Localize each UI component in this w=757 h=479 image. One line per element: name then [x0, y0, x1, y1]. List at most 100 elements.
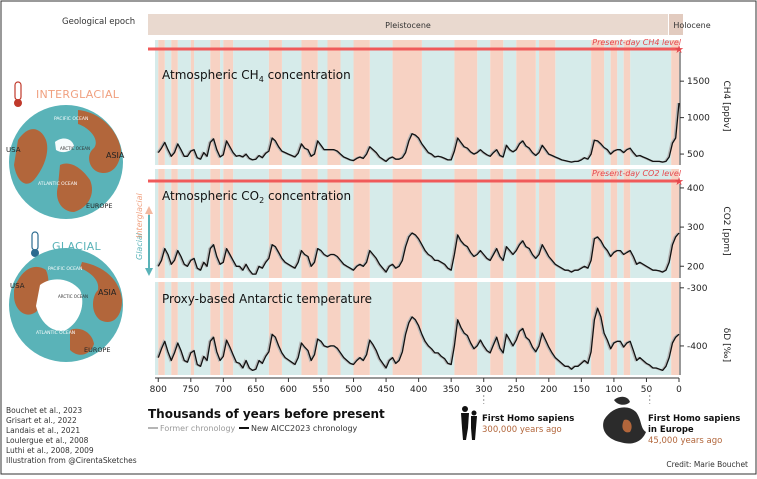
ytick-label-1-2: 400	[687, 184, 704, 194]
glacial-band-6	[281, 40, 302, 375]
glacial-band-5	[233, 40, 269, 375]
glacial-band-12	[503, 40, 517, 375]
glacial-band-2	[177, 40, 191, 375]
interglacial-arrow-label: Interglacial	[135, 192, 144, 238]
xtick-label-8: 400	[410, 385, 427, 395]
svg-text:Loulergue et al., 2008: Loulergue et al., 2008	[6, 436, 89, 445]
ytick-label-1-1: 300	[687, 223, 704, 233]
europe-homo-title-1: First Homo sapiens	[648, 414, 740, 424]
interglacial-illustration: INTERGLACIAL USA PACIFIC OCEAN ARCTIC OC…	[6, 81, 125, 219]
former-series-0	[156, 102, 679, 163]
xtick-label-5: 550	[312, 385, 329, 395]
axes-layer: 500 1000 1500 200 300 400 -400 -300	[679, 52, 710, 375]
holocene-band	[669, 14, 683, 35]
interglacial-label: INTERGLACIAL	[36, 88, 120, 101]
series-line-1	[157, 232, 680, 275]
pleistocene-label: Pleistocene	[385, 21, 431, 30]
xtick-label-10: 300	[475, 385, 492, 395]
present-ch4-label: Present-day CH4 level	[592, 38, 682, 47]
glacial-arrow-label: Glacial	[135, 232, 144, 260]
ice-sheet	[36, 279, 83, 331]
present-co2-star: ★	[674, 175, 684, 188]
interglacial-band-13	[539, 40, 556, 375]
glacial-band-17	[630, 40, 672, 375]
series-line-2	[157, 307, 680, 372]
interglacial-band-1	[171, 40, 178, 375]
glacial-band-4	[220, 40, 224, 375]
homo-sapiens-icon	[461, 406, 477, 440]
present-co2-label: Present-day CO2 level	[592, 169, 682, 178]
former-series-2	[156, 305, 679, 372]
glacial-band-7	[317, 40, 328, 375]
temp-title: Proxy-based Antarctic temperature	[162, 292, 372, 306]
svg-text:ASIA: ASIA	[98, 288, 117, 297]
interglacial-band-17	[671, 40, 679, 375]
interglacial-band-12	[516, 40, 536, 375]
first-homo-date: 300,000 years ago	[482, 425, 562, 435]
interglacial-band-14	[591, 40, 605, 375]
svg-text:ARCTIC OCEAN: ARCTIC OCEAN	[58, 294, 88, 299]
x-axis: 800 750 700 650 600 550 500 450 400 350 300 250 200 1…	[150, 377, 682, 404]
glacial-band-13	[535, 40, 540, 375]
ytick-label-1-0: 200	[687, 262, 704, 272]
series-layer	[156, 102, 680, 372]
glacial-band-1	[164, 40, 172, 375]
svg-text:Landais et al., 2021: Landais et al., 2021	[6, 426, 80, 435]
series-line-0	[157, 102, 680, 163]
legend-former-swatch	[148, 427, 158, 429]
xtick-label-6: 500	[345, 385, 362, 395]
svg-text:Grisart et al., 2022: Grisart et al., 2022	[6, 416, 77, 425]
glacial-band-16	[617, 40, 624, 375]
xtick-label-12: 200	[540, 385, 557, 395]
svg-text:PACIFIC OCEAN: PACIFIC OCEAN	[48, 266, 82, 272]
svg-text:ASIA: ASIA	[106, 151, 125, 160]
glacial-band-9	[369, 40, 393, 375]
glacial-band-10	[421, 40, 455, 375]
references: Bouchet et al., 2023 Grisart et al., 202…	[6, 406, 137, 465]
interglacial-band-3	[210, 40, 221, 375]
co2-axis-label: CO2 [ppm]	[721, 206, 731, 255]
xtick-label-15: 50	[641, 385, 653, 395]
interglacial-band-5	[268, 40, 282, 375]
xtick-label-13: 150	[573, 385, 590, 395]
xtick-label-16: 0	[676, 385, 682, 395]
glacial-band-0	[155, 40, 159, 375]
panel-gap-1	[148, 278, 679, 282]
svg-text:Luthi et al., 2008, 2009: Luthi et al., 2008, 2009	[6, 446, 94, 455]
glacial-band-14	[555, 40, 592, 375]
ytick-label-0-2: 1500	[687, 77, 710, 87]
interglacial-band-10	[454, 40, 478, 375]
panel-gap-0	[148, 165, 679, 169]
temp-axis-label: δD [‰]	[721, 328, 731, 362]
interglacial-band-8	[353, 40, 370, 375]
interglacial-band-2	[190, 40, 195, 375]
period-bands	[148, 40, 679, 375]
svg-text:Bouchet et al., 2023: Bouchet et al., 2023	[6, 406, 82, 415]
ch4-title: Atmospheric CH4 concentration	[162, 68, 351, 84]
xtick-label-11: 250	[508, 385, 525, 395]
first-homo-title: First Homo sapiens	[482, 414, 574, 424]
glacial-arrowhead	[145, 268, 153, 276]
xtick-label-2: 700	[215, 385, 232, 395]
legend-former: Former chronology	[160, 424, 236, 433]
europe-homo-title-2: in Europe	[648, 425, 694, 435]
former-series-1	[156, 231, 679, 275]
ytick-label-0-1: 1000	[687, 114, 710, 124]
svg-text:ARCTIC OCEAN: ARCTIC OCEAN	[60, 146, 90, 151]
ytick-label-2-1: -300	[687, 284, 708, 294]
interglacial-band-0	[158, 40, 165, 375]
glacial-illustration: GLACIAL USA PACIFIC OCEAN ARCTIC OCEAN A…	[9, 231, 123, 362]
interglacial-arrowhead	[145, 206, 153, 214]
svg-text:USA: USA	[10, 282, 25, 290]
interglacial-band-11	[490, 40, 504, 375]
xtick-label-1: 750	[182, 385, 199, 395]
ch4-axis-label: CH4 [ppbv]	[721, 80, 731, 131]
ytick-label-2-0: -400	[687, 342, 708, 352]
interglacial-band-15	[610, 40, 618, 375]
x-axis-title: Thousands of years before present	[148, 407, 385, 421]
present-ch4-star: ★	[674, 43, 684, 56]
xtick-label-9: 350	[443, 385, 460, 395]
legend-new: New AICC2023 chronology	[251, 424, 358, 433]
